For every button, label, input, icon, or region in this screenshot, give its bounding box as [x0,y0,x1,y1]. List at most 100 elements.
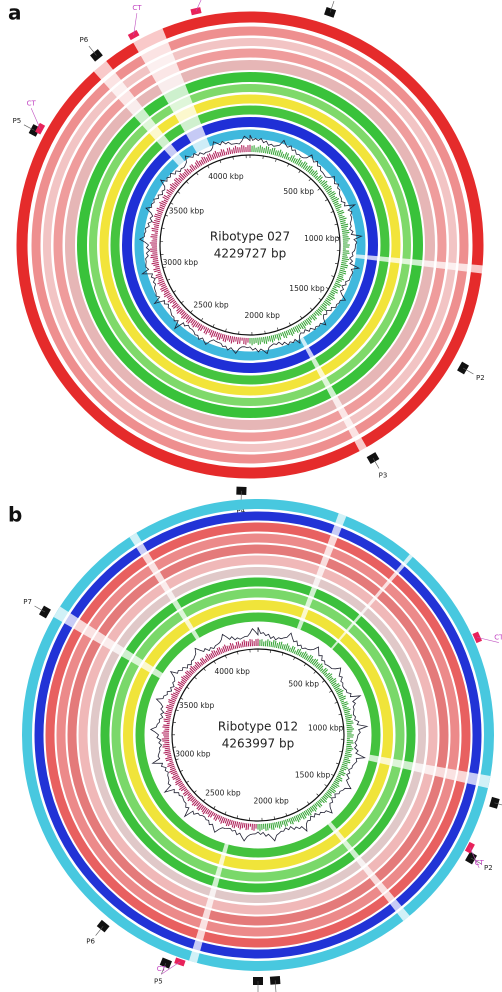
gc-skew [194,165,198,169]
gc-skew [326,297,331,302]
gc-skew [318,665,324,671]
ring-gap [132,26,212,155]
gc-skew [345,716,353,719]
gc-skew [164,747,171,750]
gc-skew [319,668,324,672]
gc-skew [318,306,324,312]
genome-title: Ribotype 027 [210,230,290,244]
scale-tick [186,686,190,689]
gc-skew [316,309,322,316]
gc-skew [194,661,201,668]
gc-skew [330,680,337,685]
gc-skew [257,337,259,345]
ct-label: CT [132,4,142,12]
ct-label: CT [157,965,167,973]
gc-skew [235,336,237,342]
gc-skew [167,763,175,768]
gc-skew [310,170,315,175]
gc-skew [336,209,344,214]
gc-skew [230,820,233,826]
gc-skew [208,328,211,334]
gc-skew [176,306,182,312]
gc-skew [281,153,285,159]
gc-skew [172,692,179,696]
scale-tick [288,322,291,326]
ring [16,11,484,479]
gc-skew [308,807,313,813]
gc-skew [341,701,348,705]
gc-skew [328,190,335,196]
gc-skew [218,816,223,822]
gc-skew [341,258,350,261]
gc-skew [150,236,158,238]
gc-skew [276,150,280,157]
gc-skew [167,296,173,300]
gc-skew [338,273,344,276]
scale-tick [162,266,166,269]
gc-skew [158,278,164,282]
gc-skew [328,294,335,300]
gc-skew [175,779,182,784]
gc-skew [338,214,343,217]
gc-skew [177,681,185,687]
gc-skew [163,751,171,754]
ring [53,48,447,442]
gc-skew [266,146,270,154]
gc-skew [290,817,294,825]
gc-skew [225,151,228,156]
gc-skew [208,654,213,660]
scale-tick [213,805,216,809]
scale-tick [224,811,227,815]
gc-skew [205,808,210,814]
gc-skew [191,164,196,171]
gc-skew [175,780,183,786]
gc-skew [340,222,346,225]
gc-skew [170,770,177,775]
gc-skew [159,201,167,206]
gc-skew [228,147,232,155]
scale-tick [175,758,179,761]
scale-label: 3000 kbp [175,750,211,759]
gc-skew [154,226,159,229]
scale-tick [334,701,338,704]
gc-skew [294,326,299,334]
gc-skew [180,312,187,319]
scale-tick [329,690,332,693]
gc-skew [233,821,237,829]
gc-skew [213,813,218,820]
ring-gap [359,753,491,789]
ring-gap [353,254,486,274]
gc-skew [189,670,194,675]
gc-skew [330,195,336,199]
gc-skew [333,780,340,785]
gc-skew [314,311,320,317]
gc-skew [328,677,334,682]
gc-skew [169,183,177,190]
gc-skew [334,687,340,691]
gc-skew [320,179,326,185]
gc-skew [339,697,346,702]
gc-skew [154,219,161,223]
gc-skew [277,821,281,829]
gc-skew [290,645,294,653]
gc-skew [281,644,284,650]
gc-skew [183,788,188,792]
gc-skew [274,822,277,828]
gc-skew [268,640,271,647]
ring [135,612,381,858]
gc-skew [337,211,345,215]
gc-skew [324,299,332,305]
gc-skew [166,294,172,299]
gc-skew [326,187,332,193]
scale-tick [324,784,328,787]
gc-skew [338,694,344,698]
gc-skew [249,639,252,647]
scale-tick [296,808,299,812]
gc-skew [330,291,336,295]
gc-skew [172,300,177,304]
gc-skew [334,282,342,287]
gc-skew [274,334,277,339]
scale-label: 1500 kbp [295,771,331,780]
gc-skew [326,791,332,797]
gc-skew [294,158,298,164]
